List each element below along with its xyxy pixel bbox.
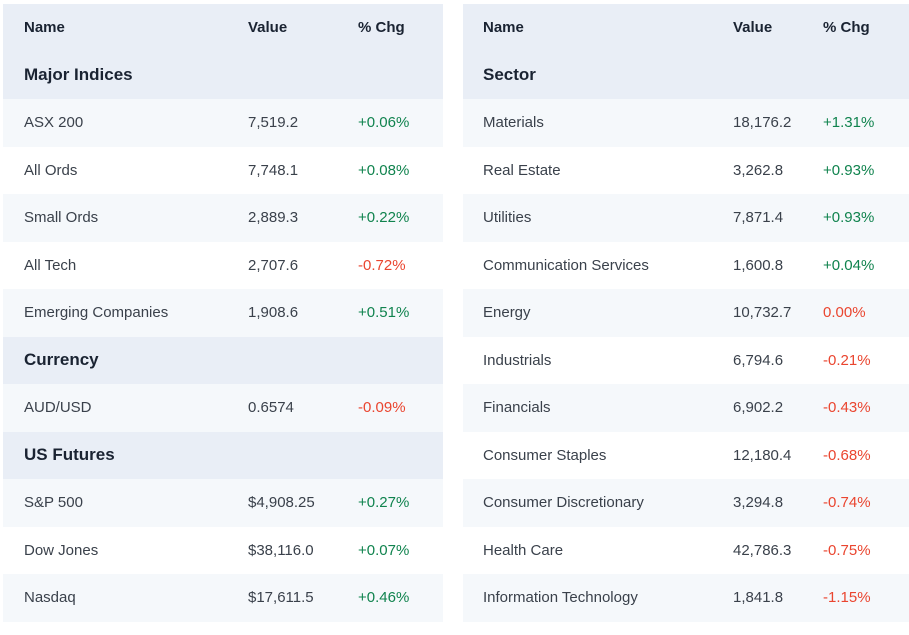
section-header-row: US Futures bbox=[3, 431, 443, 479]
column-header-value: Value bbox=[733, 19, 773, 37]
section-title: Major Indices bbox=[24, 65, 133, 85]
sector-name: Communication Services bbox=[483, 256, 649, 274]
instrument-value: 0.6574 bbox=[248, 399, 294, 417]
sector-name: Information Technology bbox=[483, 589, 638, 607]
instrument-name: ASX 200 bbox=[24, 114, 84, 132]
instrument-change: -0.72% bbox=[358, 256, 406, 274]
sector-value: 6,794.6 bbox=[733, 351, 784, 369]
instrument-change: +0.51% bbox=[358, 304, 410, 322]
table-row: AUD/USD 0.6574 -0.09% bbox=[3, 384, 443, 432]
instrument-name: AUD/USD bbox=[24, 399, 92, 417]
sector-change: -0.68% bbox=[823, 446, 871, 464]
instrument-name: S&P 500 bbox=[24, 494, 83, 512]
instrument-change: +0.07% bbox=[358, 541, 410, 559]
table-row: Dow Jones $38,116.0 +0.07% bbox=[3, 527, 443, 575]
instrument-value: 7,519.2 bbox=[248, 114, 299, 132]
sector-change: -1.15% bbox=[823, 589, 871, 607]
column-header-name: Name bbox=[24, 19, 65, 37]
table-row: Nasdaq $17,611.5 +0.46% bbox=[3, 574, 443, 622]
sector-change: +0.04% bbox=[823, 256, 875, 274]
sector-name: Health Care bbox=[483, 541, 564, 559]
table-row: All Ords 7,748.1 +0.08% bbox=[3, 147, 443, 195]
sector-change: -0.74% bbox=[823, 494, 871, 512]
column-header-name: Name bbox=[483, 19, 524, 37]
instrument-name: All Tech bbox=[24, 256, 77, 274]
sector-name: Consumer Discretionary bbox=[483, 494, 644, 512]
sector-value: 3,262.8 bbox=[733, 161, 784, 179]
table-row: Emerging Companies 1,908.6 +0.51% bbox=[3, 289, 443, 337]
instrument-value: 7,748.1 bbox=[248, 161, 299, 179]
sector-value: 1,841.8 bbox=[733, 589, 784, 607]
instrument-change: -0.09% bbox=[358, 399, 406, 417]
column-header-chg: % Chg bbox=[823, 19, 870, 37]
sector-value: 7,871.4 bbox=[733, 209, 784, 227]
market-overview: Name Value % Chg Major Indices ASX 200 7… bbox=[3, 4, 909, 622]
sector-name: Financials bbox=[483, 399, 551, 417]
sector-change: -0.43% bbox=[823, 399, 871, 417]
instrument-value: $17,611.5 bbox=[248, 589, 314, 607]
indices-table: Name Value % Chg Major Indices ASX 200 7… bbox=[3, 4, 443, 622]
instrument-change: +0.22% bbox=[358, 209, 410, 227]
sector-value: 42,786.3 bbox=[733, 541, 792, 559]
instrument-change: +0.27% bbox=[358, 494, 410, 512]
sector-change: -0.21% bbox=[823, 351, 871, 369]
sector-name: Consumer Staples bbox=[483, 446, 607, 464]
table-row: All Tech 2,707.6 -0.72% bbox=[3, 242, 443, 290]
instrument-value: $4,908.25 bbox=[248, 494, 315, 512]
table-row: Health Care 42,786.3 -0.75% bbox=[463, 527, 909, 575]
section-header-row: Sector bbox=[463, 51, 909, 99]
instrument-name: All Ords bbox=[24, 161, 78, 179]
table-row: Energy 10,732.7 0.00% bbox=[463, 289, 909, 337]
sector-change: +0.93% bbox=[823, 209, 875, 227]
table-row: Materials 18,176.2 +1.31% bbox=[463, 99, 909, 147]
sector-change: +0.93% bbox=[823, 161, 875, 179]
sector-name: Real Estate bbox=[483, 161, 561, 179]
section-title: Sector bbox=[483, 65, 536, 85]
instrument-change: +0.08% bbox=[358, 161, 410, 179]
instrument-change: +0.06% bbox=[358, 114, 410, 132]
column-header-value: Value bbox=[248, 19, 288, 37]
instrument-name: Dow Jones bbox=[24, 541, 99, 559]
sector-name: Materials bbox=[483, 114, 544, 132]
section-header-row: Currency bbox=[3, 336, 443, 384]
sector-change: 0.00% bbox=[823, 304, 866, 322]
instrument-value: $38,116.0 bbox=[248, 541, 314, 559]
instrument-name: Emerging Companies bbox=[24, 304, 169, 322]
sector-value: 6,902.2 bbox=[733, 399, 784, 417]
table-row: Real Estate 3,262.8 +0.93% bbox=[463, 147, 909, 195]
instrument-value: 2,889.3 bbox=[248, 209, 299, 227]
instrument-change: +0.46% bbox=[358, 589, 410, 607]
sector-value: 12,180.4 bbox=[733, 446, 792, 464]
sector-change: +1.31% bbox=[823, 114, 875, 132]
sector-value: 10,732.7 bbox=[733, 304, 792, 322]
sectors-table: Name Value % Chg Sector Materials 18,176… bbox=[463, 4, 909, 622]
sector-value: 1,600.8 bbox=[733, 256, 784, 274]
sector-value: 3,294.8 bbox=[733, 494, 784, 512]
instrument-name: Nasdaq bbox=[24, 589, 76, 607]
table-row: Consumer Staples 12,180.4 -0.68% bbox=[463, 432, 909, 480]
table-row: Communication Services 1,600.8 +0.04% bbox=[463, 242, 909, 290]
table-row: Small Ords 2,889.3 +0.22% bbox=[3, 194, 443, 242]
sector-name: Energy bbox=[483, 304, 531, 322]
table-row: Utilities 7,871.4 +0.93% bbox=[463, 194, 909, 242]
section-title: Currency bbox=[24, 350, 99, 370]
instrument-value: 2,707.6 bbox=[248, 256, 299, 274]
column-header-chg: % Chg bbox=[358, 19, 405, 37]
table-row: Information Technology 1,841.8 -1.15% bbox=[463, 574, 909, 622]
section-title: US Futures bbox=[24, 445, 115, 465]
sector-name: Utilities bbox=[483, 209, 532, 227]
table-row: Industrials 6,794.6 -0.21% bbox=[463, 337, 909, 385]
table-header-row: Name Value % Chg bbox=[3, 4, 443, 52]
table-row: ASX 200 7,519.2 +0.06% bbox=[3, 99, 443, 147]
table-row: Consumer Discretionary 3,294.8 -0.74% bbox=[463, 479, 909, 527]
table-header-row: Name Value % Chg bbox=[463, 4, 909, 52]
sector-change: -0.75% bbox=[823, 541, 871, 559]
section-header-row: Major Indices bbox=[3, 51, 443, 99]
sector-name: Industrials bbox=[483, 351, 552, 369]
instrument-name: Small Ords bbox=[24, 209, 99, 227]
instrument-value: 1,908.6 bbox=[248, 304, 299, 322]
table-row: S&P 500 $4,908.25 +0.27% bbox=[3, 479, 443, 527]
sector-value: 18,176.2 bbox=[733, 114, 792, 132]
table-row: Financials 6,902.2 -0.43% bbox=[463, 384, 909, 432]
